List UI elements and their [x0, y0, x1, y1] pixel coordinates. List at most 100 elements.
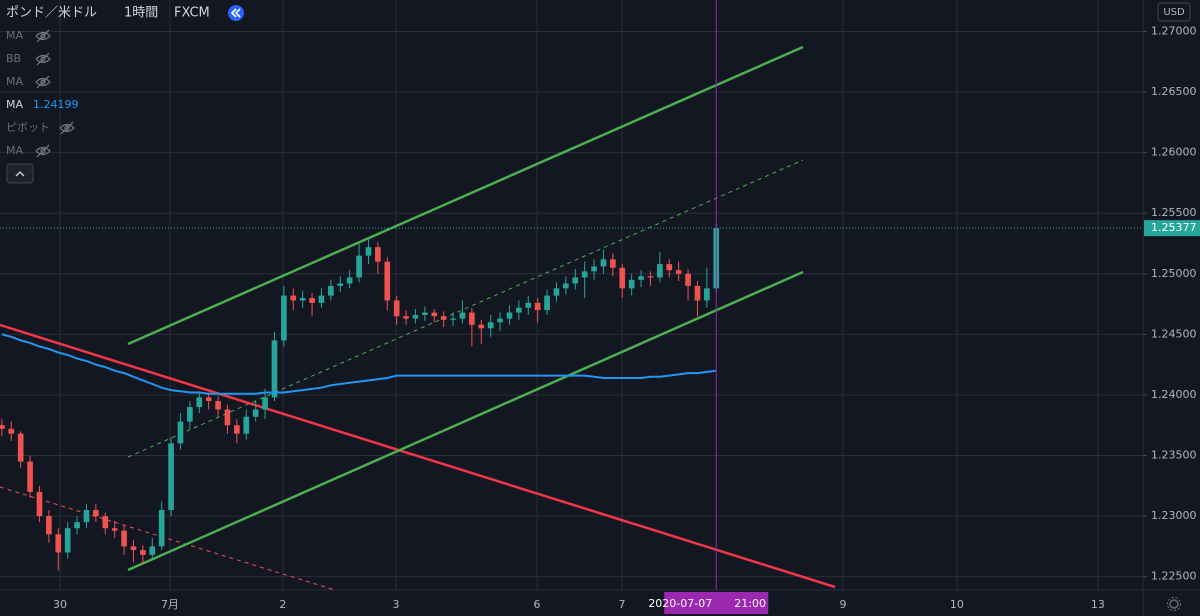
trend-line — [0, 323, 836, 589]
candle-body — [111, 528, 118, 531]
candle-body — [0, 425, 5, 429]
candle-body — [140, 550, 146, 555]
candle-body — [234, 425, 240, 434]
crosshair-label: 2020-07-07 21:00 — [648, 592, 769, 614]
crosshair-time: 21:00 — [734, 597, 766, 610]
candle-body — [534, 302, 541, 311]
y-tick-label: 1.25500 — [1151, 206, 1197, 219]
candle-body — [262, 397, 268, 410]
candle-body — [121, 530, 127, 547]
visibility-toggle[interactable] — [35, 52, 51, 66]
visibility-toggle[interactable] — [35, 144, 51, 158]
channel-middle — [127, 159, 804, 458]
y-tick-label: 1.26000 — [1151, 146, 1197, 159]
candle-body — [356, 255, 362, 278]
candle-body — [36, 491, 43, 517]
y-tick-label: 1.27000 — [1151, 24, 1197, 37]
indicator-name: MA — [6, 75, 23, 88]
candle-body — [675, 270, 682, 274]
currency-button[interactable]: USD — [1157, 2, 1191, 22]
trend-line-dashed — [0, 486, 336, 591]
candle-body — [393, 300, 400, 317]
candle-body — [563, 283, 569, 289]
drawings — [0, 45, 836, 591]
candle-body — [8, 428, 15, 434]
y-tick-label: 1.24000 — [1151, 388, 1197, 401]
candle-body — [46, 516, 52, 535]
candle-body — [525, 302, 532, 308]
eye-slash — [36, 52, 50, 66]
replay-button[interactable] — [228, 5, 244, 21]
candle-body — [309, 298, 315, 303]
candle-body — [487, 322, 494, 329]
x-tick-label: 6 — [534, 598, 541, 611]
candle-body — [478, 324, 485, 329]
candle-body — [74, 522, 80, 529]
candle-body — [384, 261, 391, 301]
eye-pupil — [40, 56, 46, 62]
visibility-toggle[interactable] — [59, 121, 75, 135]
candle-body — [619, 267, 626, 289]
candle-body — [337, 283, 344, 286]
indicator-name: MA — [6, 98, 23, 111]
y-tick-label: 1.26500 — [1151, 85, 1197, 98]
candle-body — [215, 401, 221, 410]
candle-body — [591, 266, 597, 272]
eye-slash — [36, 144, 50, 158]
candle-body — [290, 295, 297, 301]
candle-body — [610, 259, 616, 268]
candle-body — [694, 285, 701, 301]
candle-body — [205, 397, 212, 402]
last-price-bg — [1144, 220, 1200, 237]
candle-body — [27, 461, 33, 492]
candle-body — [271, 340, 278, 398]
candle-body — [252, 409, 259, 417]
x-tick-label: 2 — [279, 598, 286, 611]
y-tick-label: 1.23000 — [1151, 509, 1197, 522]
eye-pupil — [40, 148, 46, 154]
candle-body — [346, 277, 353, 284]
symbol-title: ポンド／米ドル — [6, 6, 97, 21]
candle-body — [299, 298, 306, 301]
settings-icon[interactable] — [1167, 597, 1181, 611]
y-tick-label: 1.24500 — [1151, 327, 1197, 340]
candle-body — [422, 312, 428, 315]
candle-body — [581, 271, 588, 278]
candle-body — [64, 528, 71, 553]
eye-slash — [60, 121, 74, 135]
x-tick-label: 13 — [1091, 598, 1105, 611]
candle-body — [158, 510, 165, 547]
candle-body — [17, 433, 24, 462]
candle-body — [553, 288, 560, 296]
candle-body — [544, 295, 550, 311]
indicator-name: ピボット — [6, 121, 50, 134]
eye-pupil — [40, 33, 46, 39]
axes: 1.27000 1.26500 1.26000 1.25500 1.25000 1.245… — [53, 24, 1200, 614]
x-tick-label: 3 — [393, 598, 400, 611]
y-tick-label: 1.25000 — [1151, 267, 1197, 280]
indicator-name: MA — [6, 29, 23, 42]
candle-body — [628, 279, 635, 289]
visibility-toggle[interactable] — [35, 29, 51, 43]
candle-body — [177, 421, 184, 444]
collapse-button[interactable] — [6, 163, 34, 184]
candle-body — [469, 312, 475, 325]
visibility-toggle[interactable] — [35, 75, 51, 89]
candle-body — [431, 312, 438, 317]
candle-body — [83, 510, 90, 523]
plot — [0, 0, 1143, 590]
crosshair-date: 2020-07-07 — [648, 597, 712, 610]
y-tick-label: 1.23500 — [1151, 449, 1197, 462]
candle-body — [412, 314, 419, 319]
grid — [0, 0, 1143, 590]
candle-body — [685, 273, 691, 286]
candle-body — [497, 318, 503, 323]
candle-body — [365, 247, 372, 256]
x-tick-label: 7月 — [161, 598, 179, 611]
candle-body — [572, 277, 579, 284]
candle-body — [704, 288, 710, 301]
candle-body — [375, 247, 381, 262]
candle-body — [196, 397, 203, 408]
